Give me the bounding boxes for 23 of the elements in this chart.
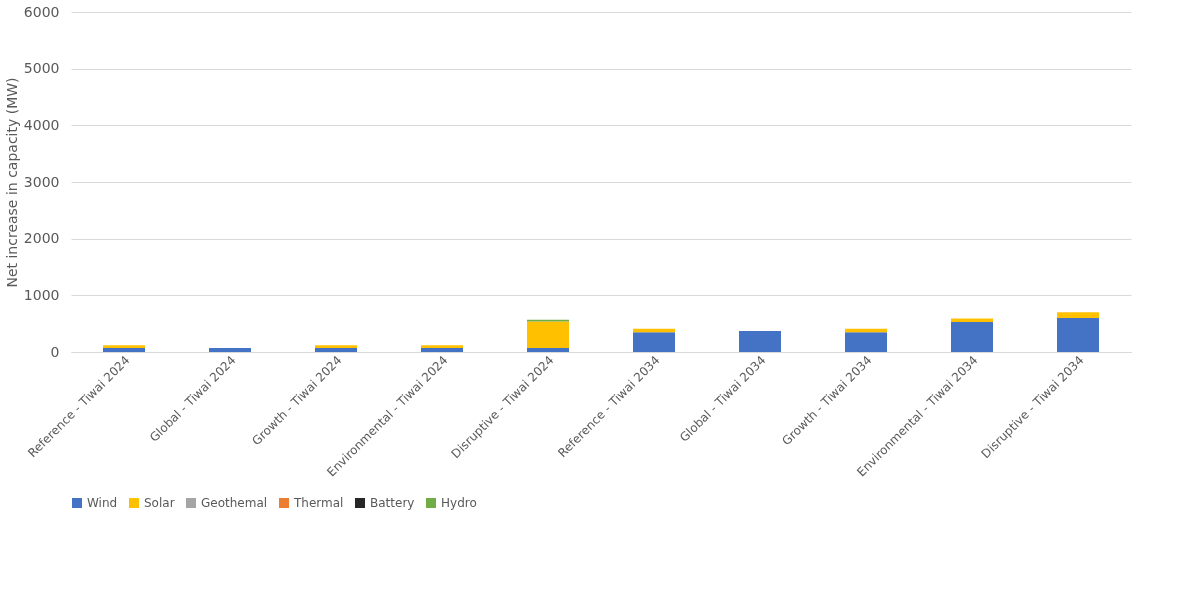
legend-label: Solar	[144, 496, 175, 510]
bar	[209, 348, 251, 352]
bar	[951, 321, 993, 352]
y-tick-label: 0	[50, 343, 60, 360]
bar	[1057, 312, 1099, 318]
legend-label: Battery	[370, 496, 415, 510]
y-tick-label: 2000	[23, 230, 60, 247]
bar	[527, 321, 569, 349]
y-axis-title: Net increase in capacity (MW)	[3, 77, 20, 288]
y-tick-label: 4000	[23, 116, 60, 133]
legend-label: Hydro	[441, 496, 477, 510]
y-tick-label: 5000	[23, 60, 60, 77]
legend-label: Geothemal	[201, 496, 268, 510]
bar	[633, 332, 675, 352]
bar	[845, 332, 887, 352]
legend-label: Thermal	[293, 496, 344, 510]
y-tick-label: 6000	[23, 3, 60, 20]
y-tick-label: 1000	[23, 286, 60, 303]
bar	[739, 331, 781, 352]
bar	[527, 348, 569, 352]
bar	[1057, 318, 1099, 352]
legend-label: Wind	[87, 496, 118, 510]
y-tick-label: 3000	[23, 173, 60, 190]
